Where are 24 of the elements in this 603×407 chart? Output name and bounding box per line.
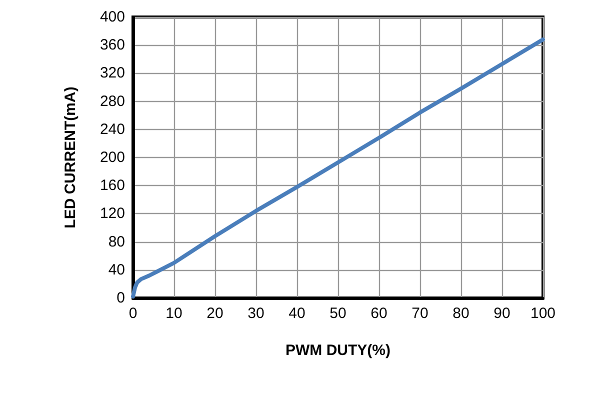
x-tick-label: 70 — [412, 305, 428, 322]
y-tick-label: 400 — [100, 8, 125, 26]
x-tick-label: 20 — [206, 305, 224, 322]
y-tick-label: 240 — [100, 120, 125, 138]
y-tick-label: 160 — [100, 177, 125, 194]
x-tick-label: 60 — [370, 305, 388, 322]
x-tick-label: 0 — [128, 305, 138, 322]
x-axis-title: PWM DUTY(%) — [286, 342, 390, 359]
y-tick-label: 360 — [100, 36, 125, 54]
x-tick-label: 30 — [248, 305, 264, 322]
x-tick-label: 10 — [166, 305, 182, 322]
y-tick-label: 80 — [108, 233, 125, 250]
y-tick-label: 280 — [100, 92, 125, 110]
y-tick-label: 40 — [108, 261, 125, 278]
y-tick-label: 0 — [116, 290, 125, 306]
x-tick-label: 50 — [330, 305, 346, 322]
x-tick-label: 80 — [452, 305, 470, 322]
x-tick-label: 90 — [494, 305, 510, 322]
y-tick-label: 320 — [100, 64, 125, 82]
y-axis-title: LED CURRENT(mA) — [62, 86, 79, 228]
x-tick-label: 100 — [530, 305, 556, 322]
y-tick-label: 120 — [100, 205, 125, 222]
y-tick-label: 200 — [100, 149, 125, 166]
x-tick-label: 40 — [288, 305, 306, 322]
